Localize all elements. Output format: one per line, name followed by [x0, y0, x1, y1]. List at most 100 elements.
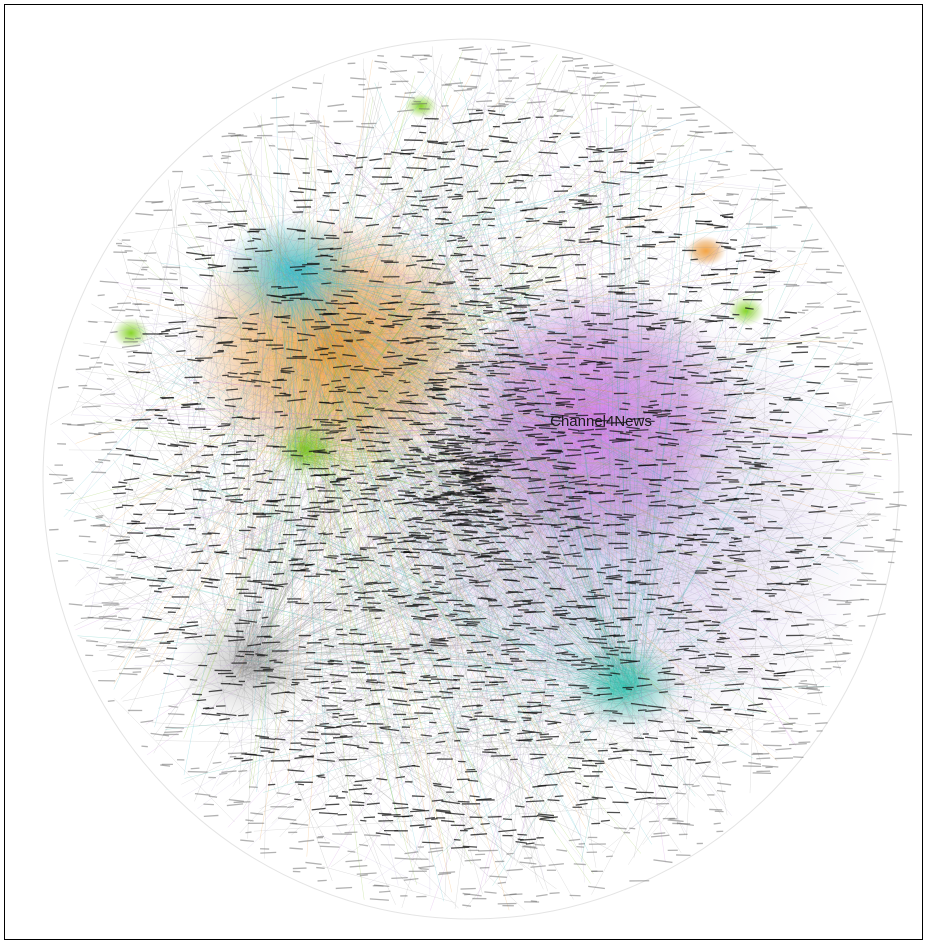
node-label-glyph	[452, 120, 472, 125]
edge	[150, 360, 634, 674]
edge	[364, 418, 590, 861]
edge	[260, 375, 428, 477]
edge	[284, 272, 711, 367]
edge	[320, 154, 600, 410]
edge	[304, 114, 320, 401]
edge	[703, 673, 823, 677]
node-label-glyph	[790, 730, 802, 733]
node-label-glyph	[235, 450, 248, 453]
edge	[256, 262, 306, 793]
edge	[317, 438, 352, 573]
node-label-glyph	[343, 527, 353, 530]
node-label-glyph	[123, 667, 142, 670]
edge	[299, 200, 417, 451]
node-label-glyph	[720, 688, 741, 693]
node-label-glyph	[561, 185, 572, 188]
node-label-glyph	[354, 779, 372, 783]
node-label-glyph	[489, 699, 505, 702]
edge	[508, 230, 628, 673]
node-label-glyph	[302, 463, 311, 466]
node-label-glyph	[360, 609, 368, 611]
node-label-glyph	[440, 493, 452, 496]
node-label-glyph	[271, 650, 289, 652]
edge	[413, 116, 668, 684]
edge	[581, 154, 752, 606]
edge	[383, 51, 483, 652]
node-label-glyph	[330, 323, 350, 326]
edge	[192, 198, 461, 422]
node-label-glyph	[674, 544, 682, 547]
node-label-glyph	[573, 300, 580, 302]
node-label-glyph	[400, 742, 411, 744]
edge	[605, 515, 615, 681]
edge	[403, 195, 632, 686]
node-label-glyph	[569, 544, 576, 547]
node-label-glyph	[221, 487, 238, 491]
node-label-glyph	[631, 472, 638, 475]
node-label-glyph	[337, 110, 348, 112]
edge	[593, 97, 635, 432]
node-label-glyph	[328, 450, 337, 453]
node-label-glyph	[438, 254, 446, 257]
node-label-glyph	[782, 494, 794, 496]
edge	[305, 363, 312, 454]
edge	[357, 545, 619, 693]
edge	[448, 213, 739, 617]
edge	[252, 679, 737, 748]
edge	[295, 213, 537, 447]
node-label-glyph	[332, 687, 347, 690]
node-label-glyph	[641, 405, 653, 409]
node-label-glyph	[478, 849, 498, 852]
node-label-glyph	[581, 94, 596, 97]
edge	[286, 277, 402, 839]
edge	[433, 491, 435, 647]
node-label-glyph	[531, 691, 546, 694]
node-label-glyph	[350, 671, 366, 674]
node-label-glyph	[371, 673, 385, 675]
node-label-glyph	[319, 353, 329, 356]
edge	[533, 67, 588, 418]
node-label-glyph	[572, 555, 583, 557]
node-label-glyph	[413, 497, 421, 500]
node-label-glyph	[593, 369, 600, 372]
node-label-glyph	[254, 434, 265, 437]
node-label-glyph	[507, 397, 527, 401]
edge	[82, 388, 400, 604]
node-label-glyph	[373, 642, 392, 646]
node-label-glyph	[547, 546, 559, 548]
node-label-glyph	[464, 409, 473, 411]
edge	[307, 425, 390, 741]
node-label-glyph	[699, 330, 708, 333]
node-label-glyph	[500, 58, 515, 61]
node-label-glyph	[523, 412, 530, 415]
node-label-glyph	[314, 308, 327, 311]
node-label-glyph	[524, 531, 534, 534]
edge	[256, 507, 446, 652]
node-label-glyph	[314, 320, 326, 323]
edge	[234, 331, 549, 661]
edge	[244, 614, 661, 679]
edge	[113, 359, 329, 684]
node-label-glyph	[117, 302, 131, 305]
node-label-glyph	[100, 340, 107, 343]
node-label-glyph	[127, 259, 147, 262]
edge	[544, 91, 611, 433]
node-label-glyph	[241, 140, 253, 144]
edge	[293, 449, 497, 509]
node-label-glyph	[78, 535, 91, 538]
edge	[649, 473, 867, 805]
edge	[336, 147, 591, 426]
node-label-glyph	[232, 458, 249, 462]
edge	[572, 66, 660, 345]
edge	[239, 223, 270, 785]
node-label-glyph	[594, 64, 614, 68]
node-label-glyph	[240, 338, 252, 340]
node-label-glyph	[486, 374, 496, 377]
edge	[309, 141, 455, 436]
edge	[238, 270, 330, 359]
node-label-glyph	[517, 117, 531, 121]
edge	[612, 170, 688, 701]
node-label-glyph	[752, 442, 771, 445]
node-label-glyph	[307, 514, 318, 518]
node-label-glyph	[573, 343, 582, 346]
